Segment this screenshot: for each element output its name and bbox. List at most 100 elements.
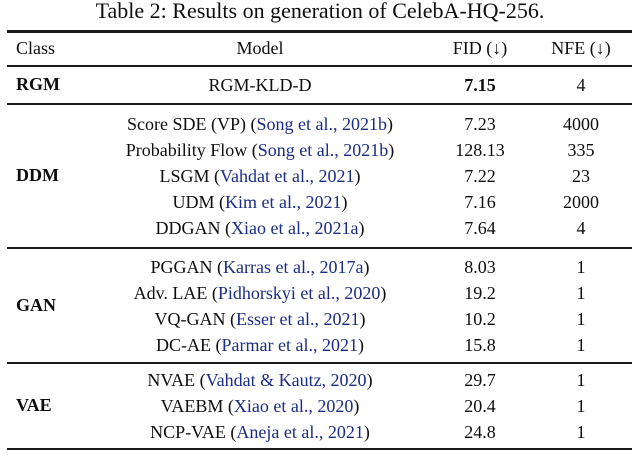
fid-value: 7.22 [464,165,496,186]
nfe-value: 1 [576,256,586,277]
table-row: NCP-VAE (Aneja et al., 2021) 24.8 1 [90,419,632,445]
model-name: PGGAN ( [150,256,224,277]
fid-value: 24.8 [464,421,496,442]
section-vae: VAE NVAE (Vahdat & Kautz, 2020) 29.7 1 V… [7,364,632,448]
nfe-value: 23 [572,165,590,186]
fid-value: 7.15 [464,74,496,95]
table-row: VQ-GAN (Esser et al., 2021) 10.2 1 [90,306,632,332]
nfe-value: 1 [576,369,586,390]
model-suffix: ) [366,369,373,390]
table-row: NVAE (Vahdat & Kautz, 2020) 29.7 1 [90,367,632,393]
table-row: Score SDE (VP) (Song et al., 2021b) 7.23… [90,111,632,137]
class-label: VAE [16,395,52,415]
nfe-value: 1 [576,334,586,355]
mid-rule [7,246,632,249]
model-name: Adv. LAE ( [133,282,218,303]
model-name: DC-AE ( [156,334,222,355]
model-name: DDGAN ( [155,217,232,238]
nfe-value: 2000 [563,191,599,212]
citation-link[interactable]: Vahdat et al., 2021 [220,165,355,186]
nfe-value: 1 [576,282,586,303]
model-suffix: ) [363,421,370,442]
model-suffix: ) [357,334,364,355]
fid-value: 29.7 [464,369,496,390]
citation-link[interactable]: Pidhorskyi et al., 2020 [217,282,381,303]
header-model: Model [236,38,284,58]
fid-value: 10.2 [464,308,496,329]
table-row: Adv. LAE (Pidhorskyi et al., 2020) 19.2 … [90,280,632,306]
citation-link[interactable]: Kim et al., 2021 [225,191,342,212]
nfe-value: 4 [576,74,586,95]
citation-link[interactable]: Karras et al., 2017a [223,256,364,277]
nfe-value: 335 [567,139,595,160]
section-ddm: DDM Score SDE (VP) (Song et al., 2021b) … [7,105,632,247]
model-cell: Probability Flow (Song et al., 2021b) [90,137,430,163]
model-name: LSGM ( [159,165,221,186]
citation-link[interactable]: Aneja et al., 2021 [236,421,364,442]
table-header-row: Class Model FID (↓) NFE (↓) [7,33,632,65]
header-fid: FID (↓) [452,38,508,58]
model-cell: PGGAN (Karras et al., 2017a) [90,254,430,280]
model-name: NVAE ( [147,369,206,390]
citation-link[interactable]: Song et al., 2021b [257,139,389,160]
fid-value: 7.16 [464,191,496,212]
model-cell: NCP-VAE (Aneja et al., 2021) [90,419,430,445]
model-name: Probability Flow ( [125,139,258,160]
nfe-value: 1 [576,308,586,329]
table-row: RGM-KLD-D 7.15 4 [90,72,632,98]
nfe-value: 4000 [563,113,599,134]
results-table: Class Model FID (↓) NFE (↓) RGM RGM-KLD-… [7,30,632,450]
citation-link[interactable]: Xiao et al., 2021a [231,217,359,238]
model-cell: DC-AE (Parmar et al., 2021) [90,332,430,358]
header-nfe: NFE (↓) [551,38,611,58]
model-cell: Score SDE (VP) (Song et al., 2021b) [90,111,430,137]
citation-link[interactable]: Song et al., 2021b [256,113,387,134]
table-row: VAEBM (Xiao et al., 2020) 20.4 1 [90,393,632,419]
table-row: DDGAN (Xiao et al., 2021a) 7.64 4 [90,215,632,241]
model-suffix: ) [363,256,370,277]
citation-link[interactable]: Parmar et al., 2021 [221,334,358,355]
model-suffix: ) [359,308,366,329]
fid-value: 8.03 [464,256,496,277]
citation-link[interactable]: Vahdat & Kautz, 2020 [205,369,367,390]
model-cell: RGM-KLD-D [90,72,430,98]
model-suffix: ) [386,113,393,134]
model-suffix: ) [354,165,361,186]
nfe-value: 1 [576,421,586,442]
top-rule [7,30,632,33]
fid-value: 7.64 [464,217,496,238]
model-suffix: ) [358,217,365,238]
model-name: VAEBM ( [160,395,234,416]
mid-rule [7,361,632,364]
table-row: UDM (Kim et al., 2021) 7.16 2000 [90,189,632,215]
table-row: Probability Flow (Song et al., 2021b) 12… [90,137,632,163]
bottom-rule [7,447,632,450]
model-cell: UDM (Kim et al., 2021) [90,189,430,215]
model-suffix: ) [388,139,395,160]
model-suffix: ) [353,395,360,416]
model-name: UDM ( [172,191,226,212]
mid-rule [7,102,632,105]
fid-value: 128.13 [455,139,505,160]
model-suffix: ) [380,282,387,303]
model-cell: VAEBM (Xiao et al., 2020) [90,393,430,419]
header-class: Class [16,38,56,58]
citation-link[interactable]: Xiao et al., 2020 [233,395,354,416]
fid-value: 19.2 [464,282,496,303]
class-label: GAN [16,295,56,315]
model-cell: DDGAN (Xiao et al., 2021a) [90,215,430,241]
citation-link[interactable]: Esser et al., 2021 [236,308,360,329]
model-cell: Adv. LAE (Pidhorskyi et al., 2020) [90,280,430,306]
model-name: VQ-GAN ( [154,308,236,329]
fid-value: 20.4 [464,395,496,416]
fid-value: 7.23 [464,113,496,134]
nfe-value: 1 [576,395,586,416]
model-cell: VQ-GAN (Esser et al., 2021) [90,306,430,332]
model-suffix: ) [341,191,348,212]
model-cell: LSGM (Vahdat et al., 2021) [90,163,430,189]
section-rgm: RGM RGM-KLD-D 7.15 4 [7,67,632,103]
class-label: DDM [16,165,59,185]
nfe-value: 4 [576,217,586,238]
fid-value: 15.8 [464,334,496,355]
model-name: NCP-VAE ( [150,421,237,442]
